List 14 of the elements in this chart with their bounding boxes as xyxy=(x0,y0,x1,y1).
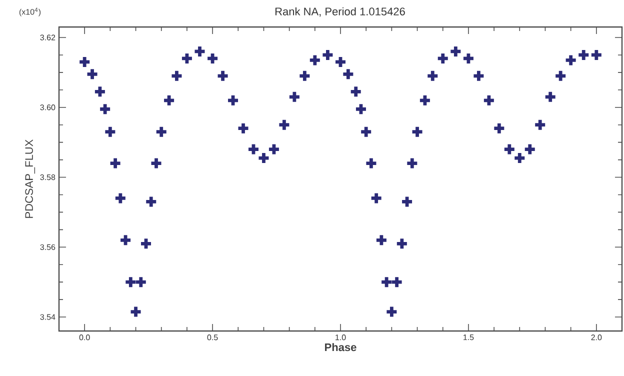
chart-title: Rank NA, Period 1.015426 xyxy=(275,7,405,17)
x-tick-label: 0.0 xyxy=(79,334,90,340)
x-tick-label: 1.5 xyxy=(464,334,474,340)
y-tick-label: 3.54 xyxy=(40,314,56,320)
x-tick-label: 0.5 xyxy=(207,334,218,340)
y-axis-title: PDCSAP_FLUX xyxy=(25,140,36,218)
text: (x10$^{4}$) xyxy=(19,8,41,16)
y-tick-label: 3.62 xyxy=(40,34,56,40)
y-tick-label: 3.58 xyxy=(40,174,56,180)
x-tick-label: 1.0 xyxy=(336,334,346,340)
y-tick-label: 3.60 xyxy=(40,104,56,110)
y-tick-label: 3.56 xyxy=(40,244,56,250)
x-axis-title: Phase xyxy=(325,343,356,352)
x-tick-label: 2.0 xyxy=(591,334,602,340)
